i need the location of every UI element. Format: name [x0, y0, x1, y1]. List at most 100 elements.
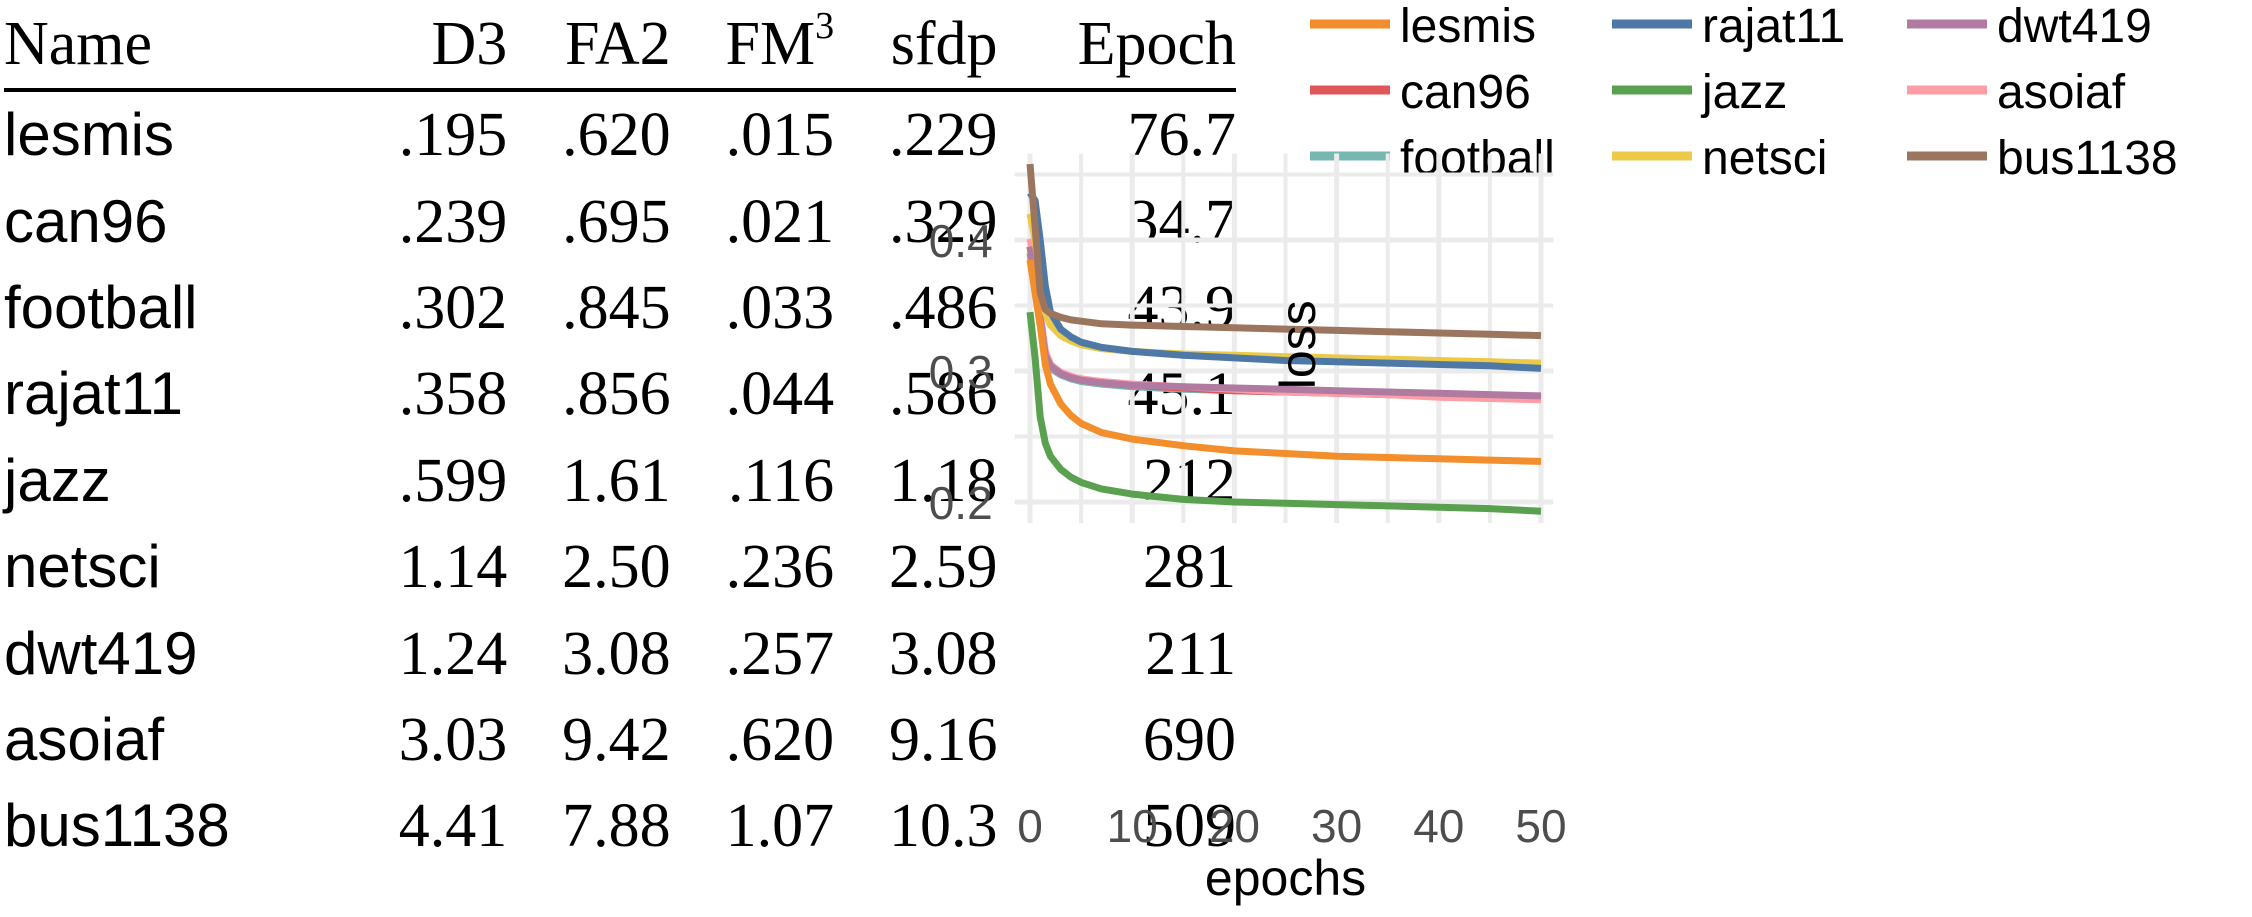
cell-d3: 3.03 — [398, 705, 508, 774]
cell-d3: .599 — [398, 446, 508, 515]
series-line-lesmis — [1026, 259, 1542, 465]
cell-epoch: 281 — [1143, 533, 1236, 602]
legend-label: netsci — [1702, 132, 1827, 185]
legend-item-bus1138: bus1138 — [1907, 132, 2178, 185]
cell-d3: .302 — [398, 273, 508, 342]
cell-fm3: .257 — [725, 619, 835, 688]
cell-epoch: 690 — [1143, 705, 1236, 774]
legend-item-asoiaf: asoiaf — [1907, 66, 2126, 119]
cell-d3: .358 — [398, 360, 508, 429]
table-row: netsci 1.14 2.50 .236 2.59 281 — [4, 524, 1236, 610]
legend-item-lesmis: lesmis — [1310, 0, 1536, 53]
cell-fa2: 3.08 — [562, 619, 671, 688]
cell-fm3: .033 — [725, 273, 835, 342]
legend-label: can96 — [1400, 66, 1531, 119]
legend-label: rajat11 — [1702, 0, 1845, 53]
cell-fm3: .044 — [725, 360, 835, 429]
legend-label: jazz — [1700, 66, 1787, 119]
y-axis-ticks: 0.2 0.3 0.4 — [929, 215, 993, 529]
cell-fa2: .856 — [562, 360, 671, 429]
header-d3: D3 — [431, 10, 508, 78]
results-table: Name D3 FA2 FM3 sfdp Epoch lesmis .195 .62… — [4, 0, 1236, 870]
table-row: asoiaf 3.03 9.42 .620 9.16 690 — [4, 697, 1236, 783]
cell-fm3: .015 — [725, 101, 835, 170]
legend-item-netsci: netsci — [1612, 132, 1827, 185]
y-tick-label: 0.2 — [929, 477, 993, 529]
cell-fm3: 1.07 — [725, 792, 835, 861]
table-body: lesmis .195.620.015.229 76.7 can96.239.695.… — [4, 90, 1236, 870]
cell-fa2: .695 — [562, 187, 671, 256]
table-row: jazz .599 1.61.116 1.18 212 — [4, 438, 1236, 524]
series-line-jazz — [1026, 311, 1542, 515]
cell-d3: .239 — [398, 187, 508, 256]
y-axis-label: loss — [1270, 300, 1326, 389]
table-row: dwt419 1.24 3.08 .257 3.08 211 — [4, 610, 1236, 696]
cell-name: jazz — [4, 446, 111, 514]
cell-fa2: 1.61 — [562, 446, 671, 515]
series-line-rajat11 — [1027, 190, 1542, 372]
header-name: Name — [4, 10, 153, 78]
x-tick-label: 40 — [1413, 800, 1464, 852]
header-fm3-superscript: 3 — [815, 5, 835, 47]
cell-fa2: 7.88 — [562, 792, 671, 861]
table-row: can96.239.695.021.329 34.7 — [4, 178, 1236, 264]
loss-chart-container: lesmis can96 football rajat11 jazz netsci dwt4… — [929, 0, 2252, 912]
chart-legend: lesmis can96 football rajat11 jazz netsci dwt4… — [1310, 0, 2178, 185]
cell-fa2: 2.50 — [562, 533, 671, 602]
x-axis-label: epochs — [1205, 850, 1366, 906]
header-sfdp: sfdp — [890, 10, 998, 78]
cell-name: asoiaf — [4, 705, 165, 773]
table-header-row: Name D3 FA2 FM3 sfdp Epoch — [4, 0, 1236, 90]
cell-d3: 1.14 — [398, 533, 508, 602]
legend-item-dwt419: dwt419 — [1907, 0, 2152, 53]
cell-epoch: 509 — [1143, 792, 1236, 861]
cell-sfdp: .486 — [889, 273, 998, 342]
table-row: rajat11.358.856.044.586 45.1 — [4, 351, 1236, 437]
cell-fm3: .021 — [725, 187, 835, 256]
table-row: lesmis .195.620.015.229 76.7 — [4, 90, 1236, 178]
chart-series-lines — [1026, 163, 1542, 515]
legend-item-rajat11: rajat11 — [1612, 0, 1845, 53]
results-table-container: Name D3 FA2 FM3 sfdp Epoch lesmis .195 .62… — [4, 0, 1236, 870]
cell-fa2: .620 — [562, 101, 671, 170]
legend-label: asoiaf — [1997, 66, 2126, 119]
cell-sfdp: 2.59 — [889, 533, 998, 602]
cell-name: football — [4, 273, 198, 341]
cell-fa2: 9.42 — [562, 705, 671, 774]
legend-label: bus1138 — [1997, 132, 2178, 185]
table-row: bus1138 4.41 7.88 1.07 10.3 509 — [4, 783, 1236, 869]
cell-epoch: 211 — [1145, 619, 1236, 688]
y-tick-label: 0.3 — [929, 346, 993, 398]
header-epoch: Epoch — [1077, 10, 1236, 78]
header-fa2: FA2 — [564, 10, 671, 78]
cell-fa2: .845 — [562, 273, 671, 342]
legend-label: dwt419 — [1997, 0, 2152, 53]
loss-chart: lesmis can96 football rajat11 jazz netsci dwt4… — [929, 0, 2178, 906]
legend-item-jazz: jazz — [1612, 66, 1787, 119]
cell-fm3: .620 — [725, 705, 835, 774]
cell-sfdp: .229 — [889, 101, 998, 170]
cell-fm3: .236 — [725, 533, 835, 602]
legend-item-can96: can96 — [1310, 66, 1531, 119]
cell-name: lesmis — [4, 101, 175, 169]
cell-sfdp: 1.18 — [889, 446, 998, 515]
header-fm3-label: FM — [725, 10, 816, 78]
x-tick-label: 50 — [1515, 800, 1566, 852]
cell-sfdp: .329 — [889, 187, 998, 256]
x-tick-label: 0 — [1017, 800, 1043, 852]
cell-name: netsci — [4, 533, 161, 601]
cell-sfdp: 9.16 — [889, 705, 998, 774]
legend-label: lesmis — [1400, 0, 1536, 53]
header-fm3: FM3 — [671, 0, 835, 90]
y-tick-label: 0.4 — [929, 215, 993, 267]
x-tick-label: 30 — [1311, 800, 1362, 852]
x-tick-label: 20 — [1209, 800, 1260, 852]
cell-fm3: .116 — [727, 446, 835, 515]
cell-name: can96 — [4, 187, 168, 255]
cell-d3: 4.41 — [398, 792, 508, 861]
legend-label: football — [1400, 132, 1555, 185]
series-line-bus1138 — [1026, 163, 1542, 340]
cell-sfdp: 3.08 — [889, 619, 998, 688]
cell-sfdp: .586 — [889, 360, 998, 429]
cell-d3: .195 — [398, 101, 508, 170]
